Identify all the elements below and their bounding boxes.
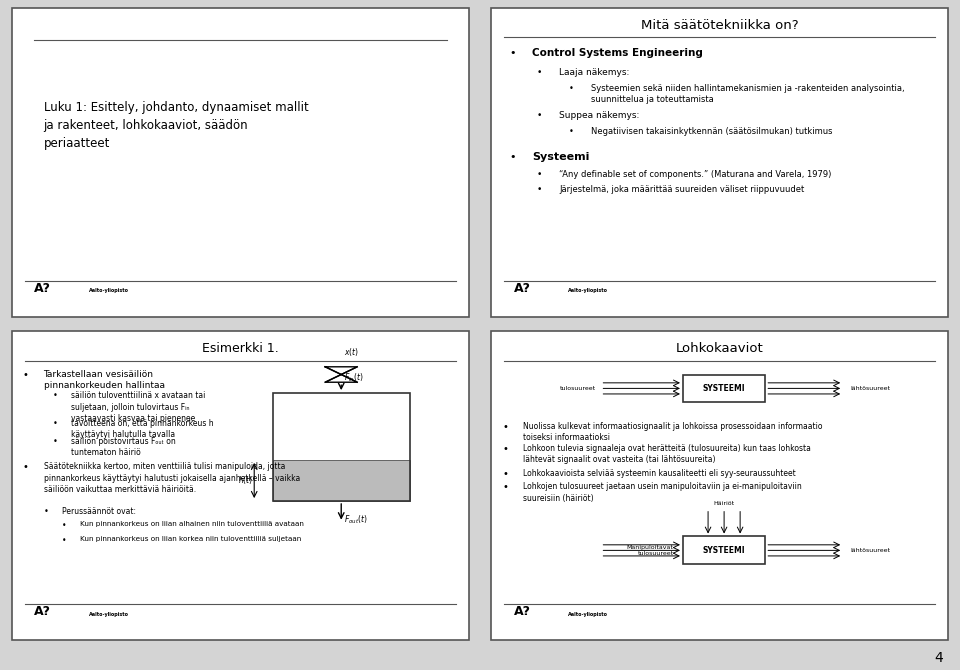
Text: Aalto-yliopisto: Aalto-yliopisto <box>568 288 609 293</box>
Text: •: • <box>502 422 508 432</box>
Text: A?: A? <box>514 605 531 618</box>
Text: $h(t)$: $h(t)$ <box>238 474 253 486</box>
Bar <box>683 537 765 564</box>
Text: •: • <box>43 507 48 516</box>
Text: tulosuureet: tulosuureet <box>560 386 596 391</box>
Text: •: • <box>53 437 58 446</box>
Text: •: • <box>509 48 516 58</box>
Bar <box>273 460 410 501</box>
Text: •: • <box>502 468 508 478</box>
Text: Perussäännöt ovat:: Perussäännöt ovat: <box>61 507 136 516</box>
Text: $F_{out}(t)$: $F_{out}(t)$ <box>344 513 367 526</box>
Bar <box>683 375 765 402</box>
Text: lähtösuureet: lähtösuureet <box>850 386 890 391</box>
Text: Kun pinnankorkeus on liian korkea niin tuloventtiiliä suljetaan: Kun pinnankorkeus on liian korkea niin t… <box>81 537 301 543</box>
Text: •: • <box>568 84 573 92</box>
Text: lähtösuureet: lähtösuureet <box>850 548 890 553</box>
Text: Kun pinnankorkeus on liian alhainen niin tuloventtiiliä avataan: Kun pinnankorkeus on liian alhainen niin… <box>81 521 304 527</box>
Text: •: • <box>61 537 66 545</box>
Text: •: • <box>537 68 541 77</box>
Text: SYSTEEMI: SYSTEEMI <box>703 384 745 393</box>
Text: •: • <box>537 170 541 179</box>
Text: •: • <box>53 419 58 428</box>
Text: •: • <box>537 111 541 121</box>
Text: Lohkokaavioista selviää systeemin kausaliteetti eli syy-seuraussuhteet: Lohkokaavioista selviää systeemin kausal… <box>522 468 796 478</box>
Text: A?: A? <box>35 282 52 295</box>
Text: säiliön tuloventtiilinä x avataan tai
suljetaan, jolloin tulovirtaus Fᵢₙ
vastaav: säiliön tuloventtiilinä x avataan tai su… <box>71 391 205 423</box>
Text: Luku 1: Esittely, johdanto, dynaamiset mallit
ja rakenteet, lohkokaaviot, säädön: Luku 1: Esittely, johdanto, dynaamiset m… <box>43 100 308 149</box>
Text: “Any definable set of components.” (Maturana and Varela, 1979): “Any definable set of components.” (Matu… <box>560 170 831 179</box>
Text: Control Systems Engineering: Control Systems Engineering <box>532 48 703 58</box>
Text: tavoitteena on, että pinnankorkeus h
käyttäytyi halutulla tavalla: tavoitteena on, että pinnankorkeus h käy… <box>71 419 214 440</box>
Text: •: • <box>502 482 508 492</box>
Text: Laaja näkemys:: Laaja näkemys: <box>560 68 630 77</box>
Text: $x(t)$: $x(t)$ <box>344 346 358 358</box>
Text: Lohkokaaviot: Lohkokaaviot <box>676 342 763 355</box>
Text: Säätötekniikka kertoo, miten venttiiliä tulisi manipuloida, jotta
pinnankorkeus : Säätötekniikka kertoo, miten venttiiliä … <box>43 462 300 494</box>
Text: Systeemien sekä niiden hallintamekanismien ja -rakenteiden analysointia,
suunnit: Systeemien sekä niiden hallintamekanismi… <box>591 84 905 104</box>
Text: •: • <box>23 370 29 380</box>
Text: Aalto-yliopisto: Aalto-yliopisto <box>568 612 609 616</box>
Text: •: • <box>23 462 29 472</box>
Text: Negatiivisen takaisinkytkennän (säätösilmukan) tutkimus: Negatiivisen takaisinkytkennän (säätösil… <box>591 127 833 136</box>
Text: •: • <box>568 127 573 136</box>
Text: Häiriöt: Häiriöt <box>713 500 734 506</box>
Text: 4: 4 <box>934 651 943 665</box>
Text: $F_{in}(t)$: $F_{in}(t)$ <box>344 371 363 384</box>
Bar <box>273 393 410 501</box>
Text: A?: A? <box>35 605 52 618</box>
Text: •: • <box>502 444 508 454</box>
Text: Aalto-yliopisto: Aalto-yliopisto <box>89 612 130 616</box>
Text: säiliön poistovirtaus Fₒᵤₜ on
tuntematon häiriö: säiliön poistovirtaus Fₒᵤₜ on tuntematon… <box>71 437 176 457</box>
Text: Suppea näkemys:: Suppea näkemys: <box>560 111 639 121</box>
Text: Manipuloitavat
tulosuureet: Manipuloitavat tulosuureet <box>627 545 674 556</box>
Text: •: • <box>53 391 58 401</box>
Text: •: • <box>509 151 516 161</box>
Text: •: • <box>61 521 66 530</box>
Text: Mitä säätötekniikka on?: Mitä säätötekniikka on? <box>640 19 799 32</box>
Text: Tarkastellaan vesisäiliön
pinnankorkeuden hallintaa: Tarkastellaan vesisäiliön pinnankorkeude… <box>43 370 164 390</box>
Text: Aalto-yliopisto: Aalto-yliopisto <box>89 288 130 293</box>
Text: Esimerkki 1.: Esimerkki 1. <box>203 342 278 355</box>
Text: Järjestelmä, joka määrittää suureiden väliset riippuvuudet: Järjestelmä, joka määrittää suureiden vä… <box>560 186 804 194</box>
Text: A?: A? <box>514 282 531 295</box>
Text: SYSTEEMI: SYSTEEMI <box>703 546 745 555</box>
Text: Lohkoon tulevia signaaleja ovat herätteitä (tulosuureita) kun taas lohkosta
läht: Lohkoon tulevia signaaleja ovat herättei… <box>522 444 810 464</box>
Text: Nuolissa kulkevat informaatiosignaalit ja lohkoissa prosessoidaan informaatio
to: Nuolissa kulkevat informaatiosignaalit j… <box>522 422 822 442</box>
Text: •: • <box>537 186 541 194</box>
Text: Lohkojen tulosuureet jaetaan usein manipuloitaviin ja ei-manipuloitaviin
suureis: Lohkojen tulosuureet jaetaan usein manip… <box>522 482 802 502</box>
Text: Systeemi: Systeemi <box>532 151 589 161</box>
